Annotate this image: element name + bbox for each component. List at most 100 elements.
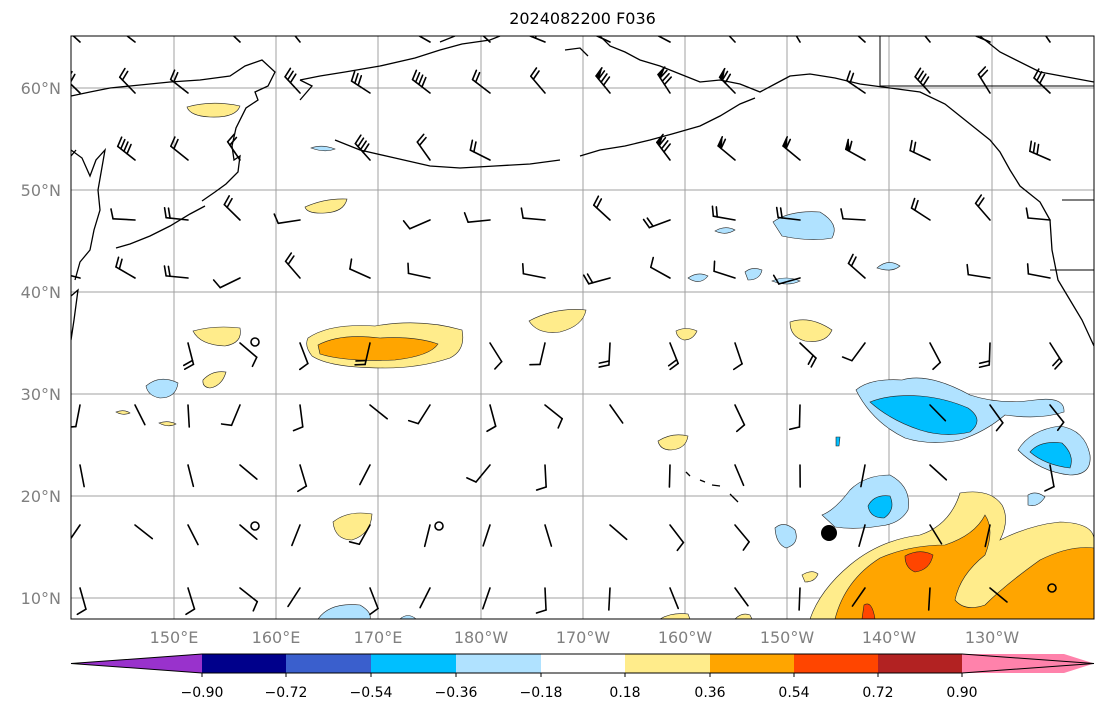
lat-tick-label: 60°N	[21, 79, 61, 98]
shade-lightblue	[399, 615, 417, 619]
colorbar-tick-label: 0.54	[778, 685, 809, 701]
wind-barb	[966, 263, 991, 279]
wind-barb	[359, 464, 371, 486]
wind-barb	[535, 587, 547, 614]
shaded-field	[115, 102, 1094, 619]
wind-barb	[125, 36, 136, 43]
shade-cyan	[835, 436, 841, 447]
calm-circle-marker	[1047, 583, 1057, 593]
lon-tick-label: 150°E	[150, 628, 199, 647]
wind-barb	[1049, 404, 1065, 432]
wind-barb	[1029, 140, 1051, 161]
wind-barb	[71, 274, 81, 279]
lon-tick-label: 170°E	[354, 628, 403, 647]
shade-lightblue	[821, 474, 909, 529]
shade-cyan	[867, 495, 893, 519]
shade-orange	[834, 514, 1094, 619]
wind-barb	[411, 69, 431, 94]
shade-yellow	[789, 319, 833, 342]
lon-tick-label: 140°W	[862, 628, 917, 647]
wind-barb	[369, 587, 379, 616]
shade-lightblue	[317, 604, 371, 619]
wind-barb	[348, 524, 371, 546]
negative-regions	[145, 145, 1091, 619]
wind-barb	[529, 342, 546, 366]
wind-barb	[354, 342, 371, 366]
shade-yellow	[734, 613, 753, 619]
wind-barb	[187, 524, 199, 546]
wind-barb	[170, 136, 189, 161]
wind-barb	[718, 67, 736, 94]
wind-barb	[469, 139, 491, 161]
wind-barb	[592, 195, 611, 221]
wind-barb	[163, 265, 189, 279]
shade-lightblue	[310, 145, 336, 152]
hawaii-islands	[685, 471, 739, 503]
wind-barb	[929, 464, 948, 481]
wind-barb	[471, 69, 491, 94]
wind-barb	[669, 524, 685, 552]
wind-barb	[860, 464, 866, 488]
wind-barb	[292, 404, 304, 432]
wind-barb	[851, 587, 866, 607]
wind-barb	[544, 524, 553, 547]
shade-yellow	[675, 328, 698, 341]
wind-barb	[482, 587, 491, 610]
storm-center-marker	[821, 525, 837, 541]
coast-fragment	[71, 149, 77, 157]
colorbar-swatch	[710, 654, 794, 673]
wind-barb	[463, 212, 491, 223]
wind-barb	[407, 404, 431, 425]
wind-barb	[728, 36, 736, 43]
wind-barb	[297, 464, 308, 493]
colorbar-swatch	[286, 654, 371, 673]
wind-barb	[239, 464, 258, 480]
wind-barb	[71, 524, 81, 540]
colorbar-tick-label: 0.72	[862, 685, 893, 701]
wind-barb	[239, 342, 258, 368]
asia-coast	[71, 59, 276, 202]
wind-barb	[595, 67, 611, 94]
alaska-coast	[299, 79, 314, 101]
colorbar: −0.90 −0.72 −0.54 −0.36 −0.18 0.18 0.36 0.54 0.7…	[70, 653, 1095, 701]
wind-barb	[220, 404, 241, 427]
wind-barb	[407, 262, 431, 279]
coast-fragment	[979, 36, 1094, 83]
shade-yellow	[801, 571, 819, 583]
lat-tick-label: 40°N	[21, 283, 61, 302]
wind-barb	[609, 524, 628, 541]
lon-tick-label: 160°W	[658, 628, 713, 647]
wind-barb	[642, 217, 671, 229]
wind-barb	[239, 524, 258, 540]
wind-barb	[732, 342, 743, 371]
wind-barb	[520, 207, 546, 221]
colorbar-swatch	[71, 654, 202, 673]
coastlines	[71, 36, 1094, 503]
wind-barb	[782, 135, 801, 161]
wind-barb	[529, 67, 546, 94]
colorbar-swatch	[794, 654, 878, 673]
colorbar-swatch	[202, 654, 286, 673]
wind-barb	[989, 404, 1004, 432]
wind-barb	[844, 138, 866, 161]
colorbar-tick-label: 0.90	[946, 685, 977, 701]
wind-barb	[656, 36, 671, 43]
positive-regions	[115, 102, 1094, 619]
wind-barb	[212, 277, 241, 289]
wind-barb	[223, 195, 241, 221]
wind-barb	[595, 36, 611, 43]
colorbar-swatch	[962, 654, 1094, 673]
lon-tick-label: 150°W	[760, 628, 815, 647]
wind-barb	[1049, 342, 1063, 370]
shade-cyan	[1029, 442, 1072, 469]
shade-yellow	[192, 326, 241, 347]
wind-barb	[486, 404, 497, 433]
wind-barb	[734, 404, 746, 433]
lat-tick-label: 50°N	[21, 181, 61, 200]
aleutian-islands	[334, 139, 561, 169]
colorbar-tick-label: 0.36	[694, 685, 725, 701]
wind-barb	[1025, 207, 1051, 221]
russia-alaska-border	[879, 36, 1094, 87]
wind-barb	[989, 587, 1008, 603]
wind-barb	[668, 464, 671, 488]
